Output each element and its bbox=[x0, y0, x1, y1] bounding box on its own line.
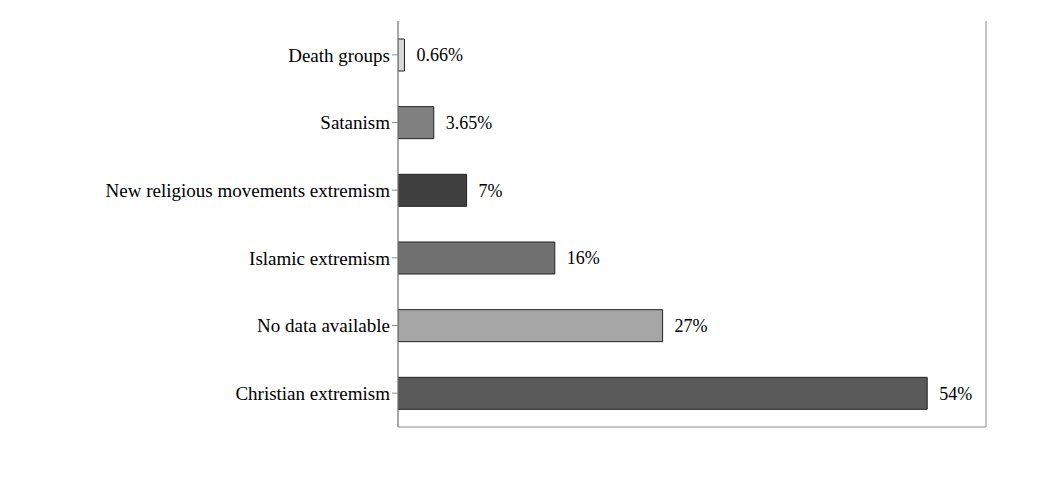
svg-text:New religious movements extrem: New religious movements extremism bbox=[106, 180, 391, 201]
svg-text:7%: 7% bbox=[479, 181, 503, 201]
svg-text:27%: 27% bbox=[675, 316, 708, 336]
svg-text:Satanism: Satanism bbox=[320, 112, 390, 133]
svg-text:54%: 54% bbox=[939, 384, 972, 404]
svg-text:Islamic extremism: Islamic extremism bbox=[249, 248, 390, 269]
svg-text:0.66%: 0.66% bbox=[416, 45, 463, 65]
svg-text:No data available: No data available bbox=[257, 315, 390, 336]
svg-text:Death groups: Death groups bbox=[288, 45, 390, 66]
svg-text:3.65%: 3.65% bbox=[446, 113, 493, 133]
svg-text:16%: 16% bbox=[567, 248, 600, 268]
svg-text:Christian extremism: Christian extremism bbox=[235, 383, 390, 404]
